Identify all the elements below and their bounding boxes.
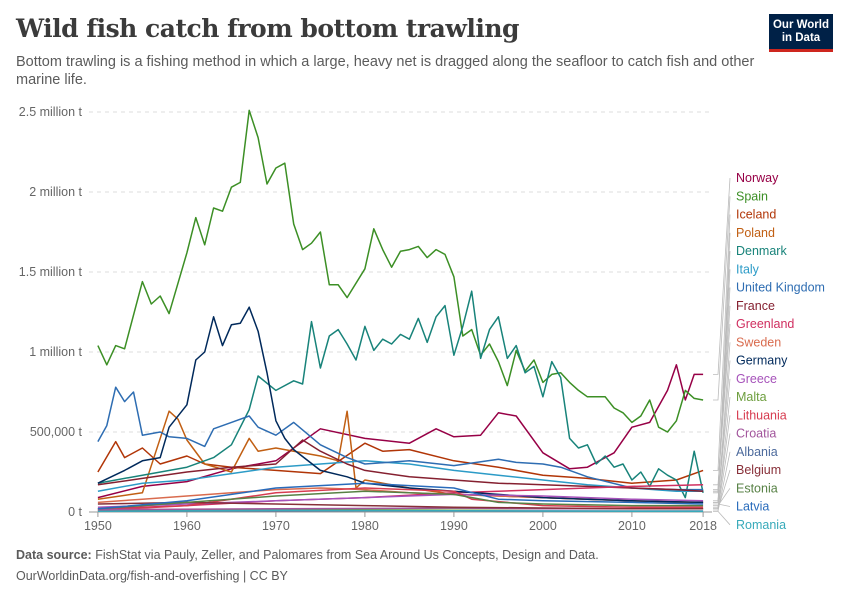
logo-line-1: Our World [772,19,829,31]
x-tick-label: 1980 [351,519,379,533]
data-source-text: FishStat via Pauly, Zeller, and Palomare… [95,548,599,562]
y-tick-label: 0 t [68,505,82,519]
series-line-united-kingdom[interactable] [97,386,704,491]
legend-entry-iceland[interactable]: Iceland [736,208,776,222]
legend-entry-malta[interactable]: Malta [736,390,767,404]
legend-connector [713,488,731,506]
series-line-iceland[interactable] [97,440,704,484]
series-line-romania[interactable] [97,509,704,513]
x-tick-label: 1970 [262,519,290,533]
series-line-norway[interactable] [97,364,704,499]
legend-entry-croatia[interactable]: Croatia [736,427,776,441]
legend-connector [713,511,731,526]
x-tick-label: 2018 [689,519,717,533]
legend-connector [713,503,731,507]
legend-connector [713,305,731,492]
legend-entry-norway[interactable]: Norway [736,171,779,185]
owid-logo[interactable]: Our World in Data [769,14,833,52]
legend-entry-denmark[interactable]: Denmark [736,244,787,258]
data-source: Data source: FishStat via Pauly, Zeller,… [16,548,599,562]
chart-title: Wild fish catch from bottom trawling [16,14,520,43]
y-tick-label: 2 million t [29,185,82,199]
legend-entry-spain[interactable]: Spain [736,189,768,203]
legend-entry-romania[interactable]: Romania [736,518,786,532]
series-line-germany[interactable] [97,306,704,504]
logo-accent-bar [769,49,833,52]
series-line-latvia[interactable] [97,482,704,510]
legend-entry-estonia[interactable]: Estonia [736,481,778,495]
legend-entry-sweden[interactable]: Sweden [736,335,781,349]
legend-connector [713,177,731,375]
legend-entry-lithuania[interactable]: Lithuania [736,408,787,422]
data-source-label: Data source: [16,548,92,562]
series-line-greenland[interactable] [97,484,704,510]
x-tick-label: 1960 [173,519,201,533]
legend-entry-italy[interactable]: Italy [736,262,760,276]
y-tick-label: 500,000 t [30,425,83,439]
legend-connector [713,323,731,486]
x-tick-label: 2000 [529,519,557,533]
series-line-estonia[interactable] [97,490,704,510]
x-tick-label: 1950 [84,519,112,533]
legend-entry-belgium[interactable]: Belgium [736,463,781,477]
legend-entry-latvia[interactable]: Latvia [736,500,769,514]
y-tick-label: 2.5 million t [19,105,83,119]
y-tick-label: 1 million t [29,345,82,359]
legend-connector [713,250,731,494]
series-line-lithuania[interactable] [97,487,704,512]
legend-connector [713,360,731,503]
y-tick-label: 1.5 million t [19,265,83,279]
line-chart: 0 t 500,000 t 1 million t 1.5 million t 2 mi… [19,105,825,533]
legend-entry-greece[interactable]: Greece [736,372,777,386]
legend-connector [713,214,731,471]
series-line-belgium[interactable] [97,501,704,510]
logo-line-2: in Data [781,32,821,44]
legend-layer: Norway Spain Iceland Poland Denmark Italy Unit… [713,171,825,532]
legend-entry-france[interactable]: France [736,299,775,313]
legend-connector [713,469,731,510]
x-tick-label: 2010 [618,519,646,533]
series-line-denmark[interactable] [97,290,704,499]
grid-layer: 0 t 500,000 t 1 million t 1.5 million t 2 mi… [19,105,717,533]
chart-subtitle: Bottom trawling is a fishing method in w… [16,54,755,88]
legend-connector [713,378,731,502]
legend-connector [713,196,731,401]
series-line-spain[interactable] [97,109,704,433]
legend-entry-poland[interactable]: Poland [736,226,775,240]
x-tick-label: 1990 [440,519,468,533]
legend-entry-united-kingdom[interactable]: United Kingdom [736,281,825,295]
legend-entry-albania[interactable]: Albania [736,445,778,459]
legend-entry-greenland[interactable]: Greenland [736,317,794,331]
legend-entry-germany[interactable]: Germany [736,354,788,368]
lines-layer [97,109,704,513]
source-url[interactable]: OurWorldinData.org/fish-and-overfishing … [16,569,288,583]
